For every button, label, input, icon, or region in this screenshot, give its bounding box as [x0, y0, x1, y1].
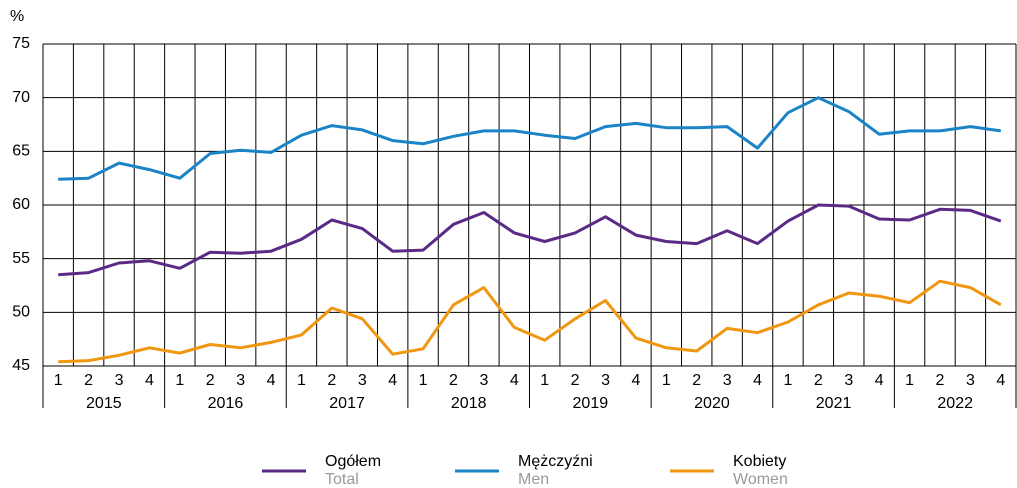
- y-tick-label: 75: [12, 35, 30, 52]
- x-tick-label: 3: [723, 372, 732, 389]
- x-tick-label: 2: [692, 372, 701, 389]
- x-tick-label: 2: [206, 372, 215, 389]
- x-tick-label: 3: [115, 372, 124, 389]
- x-tick-label: 1: [175, 372, 184, 389]
- y-tick-label: 50: [12, 304, 30, 321]
- y-tick-label: 60: [12, 196, 30, 213]
- x-tick-label: 4: [996, 372, 1005, 389]
- x-tick-label: 4: [753, 372, 762, 389]
- x-tick-label: 1: [905, 372, 914, 389]
- x-group-label: 2020: [694, 395, 730, 412]
- x-tick-label: 2: [814, 372, 823, 389]
- legend-label: Mężczyźni: [518, 453, 593, 470]
- x-tick-label: 2: [449, 372, 458, 389]
- x-tick-label: 3: [236, 372, 245, 389]
- x-group-label: 2022: [937, 395, 973, 412]
- x-group-label: 2016: [208, 395, 244, 412]
- x-tick-label: 2: [327, 372, 336, 389]
- x-tick-label: 2: [84, 372, 93, 389]
- x-tick-label: 3: [966, 372, 975, 389]
- x-tick-label: 3: [358, 372, 367, 389]
- x-tick-label: 4: [145, 372, 154, 389]
- series-line: [58, 279, 1002, 364]
- legend-sublabel: Men: [518, 471, 549, 488]
- x-tick-label: 1: [662, 372, 671, 389]
- x-tick-label: 3: [844, 372, 853, 389]
- x-tick-label: 4: [510, 372, 519, 389]
- x-tick-label: 4: [388, 372, 397, 389]
- x-tick-label: 1: [54, 372, 63, 389]
- x-tick-label: 1: [297, 372, 306, 389]
- x-group-label: 2021: [816, 395, 852, 412]
- y-tick-label: 45: [12, 357, 30, 374]
- y-unit: %: [10, 8, 24, 25]
- series-line: [58, 96, 1002, 181]
- x-tick-label: 3: [479, 372, 488, 389]
- legend-sublabel: Women: [733, 471, 788, 488]
- x-tick-label: 4: [875, 372, 884, 389]
- x-tick-label: 2: [936, 372, 945, 389]
- y-tick-label: 65: [12, 143, 30, 160]
- y-tick-label: 55: [12, 250, 30, 267]
- y-tick-label: 70: [12, 89, 30, 106]
- x-tick-label: 4: [631, 372, 640, 389]
- x-group-label: 2019: [573, 395, 609, 412]
- x-tick-label: 3: [601, 372, 610, 389]
- x-group-label: 2015: [86, 395, 122, 412]
- x-tick-label: 1: [419, 372, 428, 389]
- x-tick-label: 2: [571, 372, 580, 389]
- x-tick-label: 1: [540, 372, 549, 389]
- x-group-label: 2017: [329, 395, 365, 412]
- x-tick-label: 1: [784, 372, 793, 389]
- x-group-label: 2018: [451, 395, 487, 412]
- series-line: [58, 203, 1002, 277]
- x-tick-label: 4: [267, 372, 276, 389]
- legend-label: Ogółem: [325, 453, 381, 470]
- legend-sublabel: Total: [325, 471, 359, 488]
- legend-label: Kobiety: [733, 453, 786, 470]
